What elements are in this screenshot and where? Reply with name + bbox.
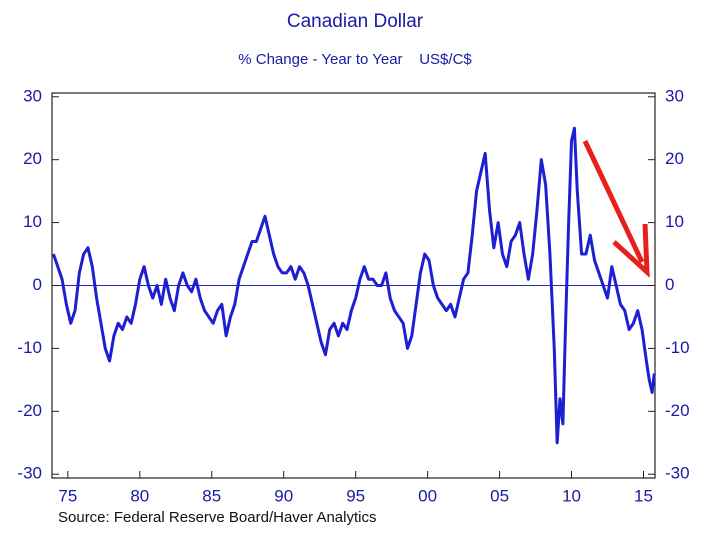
y2-tick-label: -30 (665, 464, 690, 483)
y2-tick-label: -10 (665, 338, 690, 357)
x-tick-label: 80 (130, 486, 149, 505)
data-line (52, 126, 656, 445)
y-tick-label: 10 (23, 212, 42, 231)
y2-tick-label: 10 (665, 212, 684, 231)
x-tick-label: 10 (562, 486, 581, 505)
marks (52, 126, 656, 445)
y2-tick-label: 0 (665, 275, 674, 294)
y-tick-label: 20 (23, 149, 42, 168)
x-tick-label: 95 (346, 486, 365, 505)
y-tick-label: -30 (17, 464, 42, 483)
y-tick-label: -20 (17, 401, 42, 420)
y-tick-label: 0 (33, 275, 42, 294)
y-tick-label: -10 (17, 338, 42, 357)
chart-title: Canadian Dollar (287, 11, 424, 32)
chart-subtitle: % Change - Year to Year US$/C$ (238, 51, 472, 68)
x-tick-label: 85 (202, 486, 221, 505)
arrow-shaft (582, 139, 645, 264)
trend-arrow (582, 139, 650, 278)
x-tick-label: 15 (634, 486, 653, 505)
y2-tick-label: 20 (665, 149, 684, 168)
x-tick-label: 00 (418, 486, 437, 505)
y2-tick-label: -20 (665, 401, 690, 420)
source-note: Source: Federal Reserve Board/Haver Anal… (58, 509, 376, 526)
x-tick-label: 05 (490, 486, 509, 505)
x-tick-label: 75 (58, 486, 77, 505)
y-tick-label: 30 (23, 86, 42, 105)
x-tick-label: 90 (274, 486, 293, 505)
y2-tick-label: 30 (665, 86, 684, 105)
arrow-head (612, 223, 650, 278)
